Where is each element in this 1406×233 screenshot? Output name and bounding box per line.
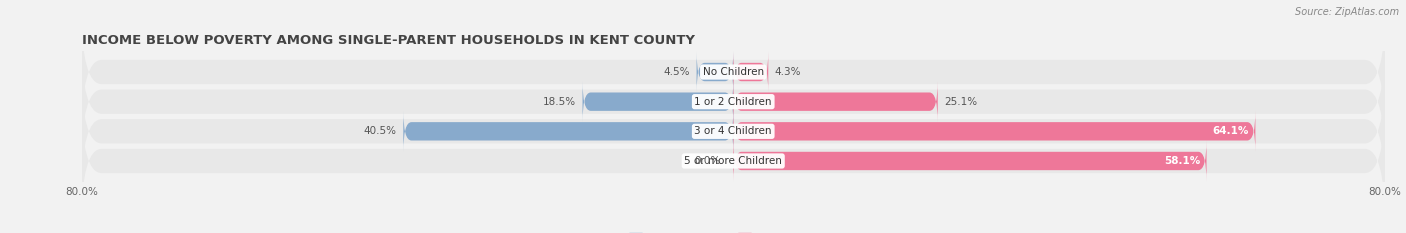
Text: 0.0%: 0.0%: [695, 156, 721, 166]
Text: 5 or more Children: 5 or more Children: [685, 156, 782, 166]
FancyBboxPatch shape: [404, 111, 734, 152]
Text: 18.5%: 18.5%: [543, 97, 576, 107]
Text: 40.5%: 40.5%: [364, 126, 396, 136]
FancyBboxPatch shape: [82, 40, 1385, 164]
FancyBboxPatch shape: [696, 51, 734, 93]
Legend: Single Father, Single Mother: Single Father, Single Mother: [624, 229, 842, 233]
Text: 64.1%: 64.1%: [1212, 126, 1249, 136]
Text: 1 or 2 Children: 1 or 2 Children: [695, 97, 772, 107]
FancyBboxPatch shape: [734, 51, 768, 93]
FancyBboxPatch shape: [582, 81, 734, 122]
Text: 3 or 4 Children: 3 or 4 Children: [695, 126, 772, 136]
FancyBboxPatch shape: [734, 81, 938, 122]
FancyBboxPatch shape: [82, 10, 1385, 134]
FancyBboxPatch shape: [82, 69, 1385, 193]
FancyBboxPatch shape: [82, 99, 1385, 223]
FancyBboxPatch shape: [734, 111, 1256, 152]
Text: No Children: No Children: [703, 67, 763, 77]
Text: INCOME BELOW POVERTY AMONG SINGLE-PARENT HOUSEHOLDS IN KENT COUNTY: INCOME BELOW POVERTY AMONG SINGLE-PARENT…: [82, 34, 695, 47]
Text: 58.1%: 58.1%: [1164, 156, 1199, 166]
FancyBboxPatch shape: [734, 140, 1206, 182]
Text: 4.5%: 4.5%: [664, 67, 690, 77]
Text: 25.1%: 25.1%: [945, 97, 977, 107]
Text: Source: ZipAtlas.com: Source: ZipAtlas.com: [1295, 7, 1399, 17]
Text: 4.3%: 4.3%: [775, 67, 801, 77]
